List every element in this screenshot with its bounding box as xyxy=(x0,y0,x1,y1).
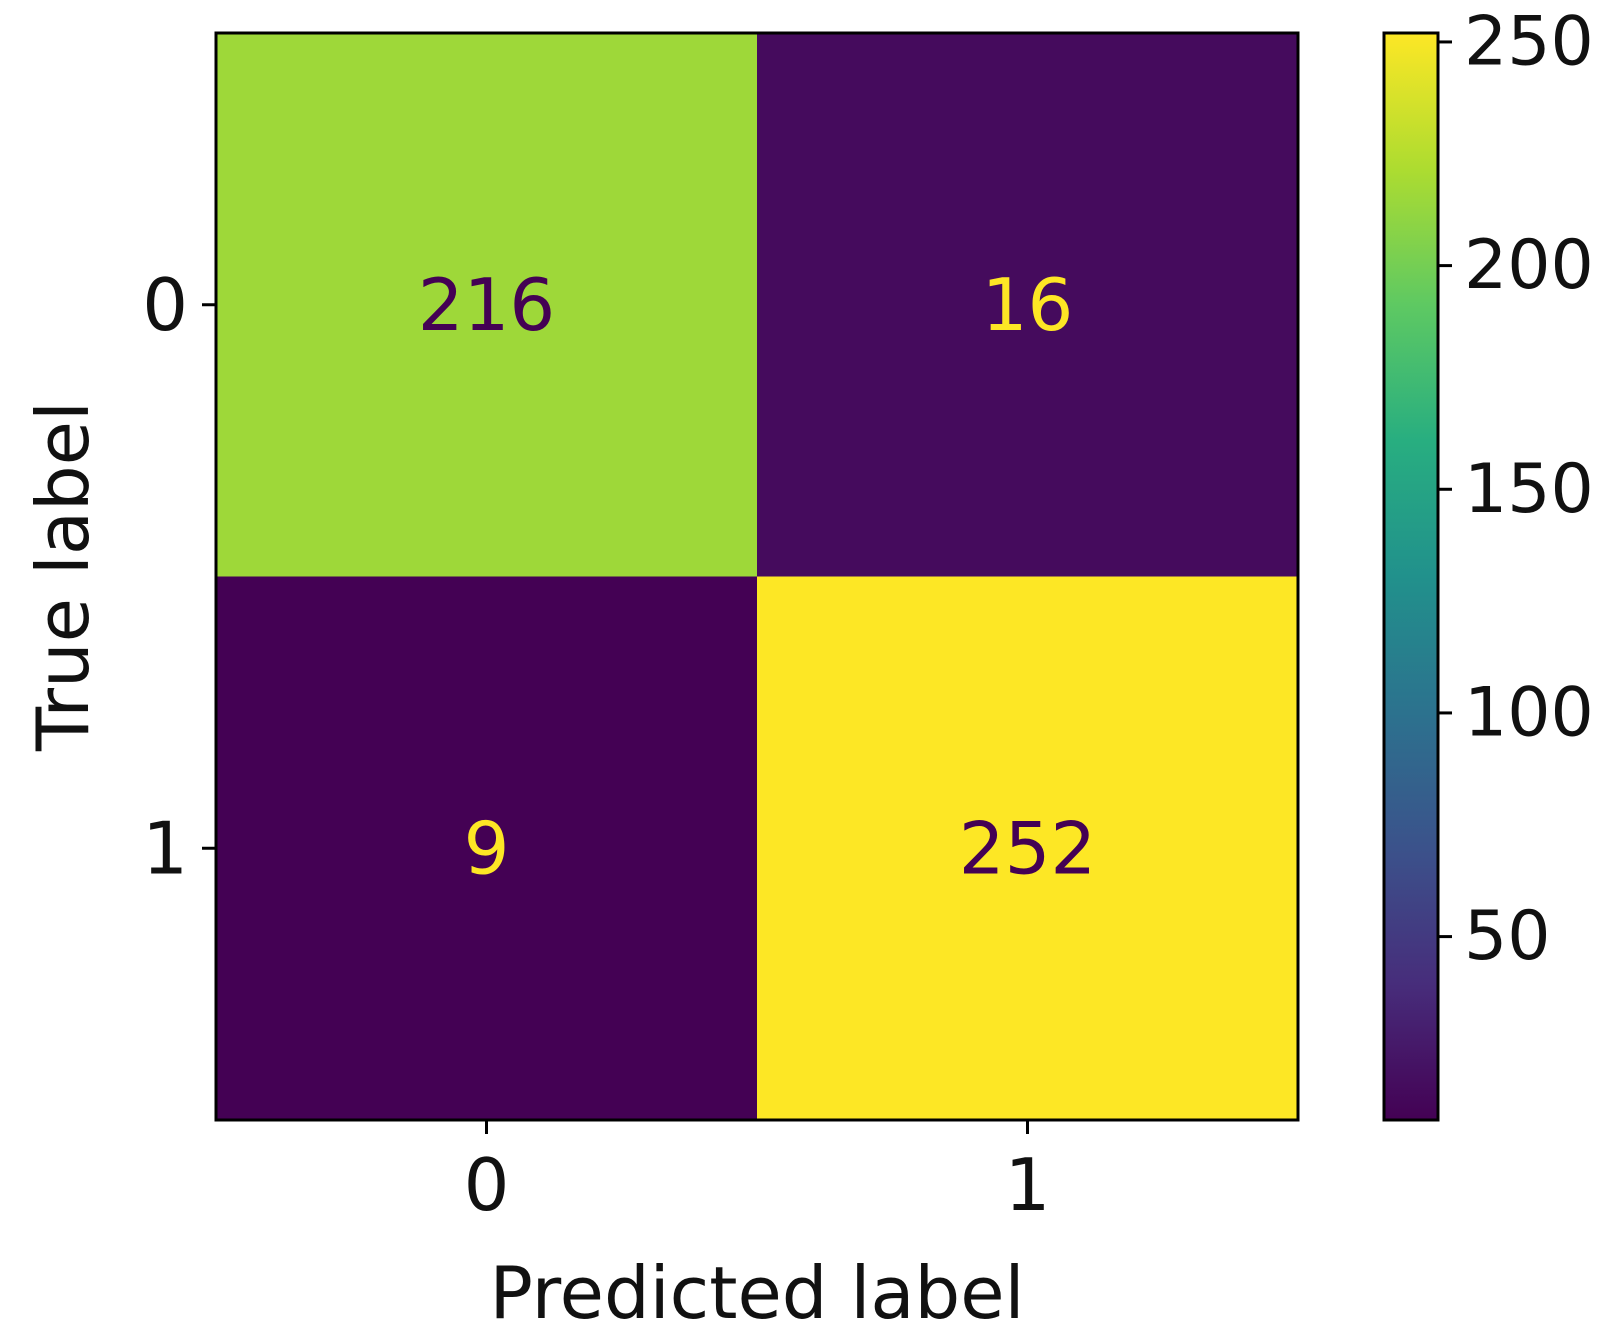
heatmap-cell-r0-c0 xyxy=(216,33,758,577)
heatmap-cell-r0-c1 xyxy=(757,33,1299,577)
colorbar-ticks: 50 100 150 200 250 xyxy=(1438,2,1594,976)
y-tick-label: 1 xyxy=(142,806,188,890)
x-tick-label: 1 xyxy=(1005,1143,1051,1227)
colorbar-tick-label: 100 xyxy=(1464,673,1594,752)
heatmap-cells xyxy=(216,33,1299,1121)
cell-value-label: 216 xyxy=(418,263,555,347)
colorbar xyxy=(1382,31,1440,1122)
y-axis: 01 xyxy=(142,263,216,890)
cell-value-label: 252 xyxy=(959,806,1096,890)
heatmap-cell-r1-c0 xyxy=(216,576,758,1121)
colorbar-tick-label: 200 xyxy=(1464,226,1594,305)
colorbar-tick-label: 50 xyxy=(1464,897,1551,976)
x-axis-label: Predicted label xyxy=(489,1251,1024,1325)
cell-value-label: 9 xyxy=(464,806,510,890)
plot-frame xyxy=(214,31,1300,1122)
y-axis-label: True label xyxy=(21,401,105,752)
colorbar-tick-label: 150 xyxy=(1464,450,1594,529)
x-tick-label: 0 xyxy=(464,1143,510,1227)
colorbar-tick-label: 250 xyxy=(1464,2,1594,81)
heatmap-cell-r1-c1 xyxy=(757,576,1299,1121)
heatmap-cell-labels: 216 16 9 252 xyxy=(418,263,1096,891)
y-tick-label: 0 xyxy=(142,263,188,347)
cell-value-label: 16 xyxy=(982,263,1074,347)
